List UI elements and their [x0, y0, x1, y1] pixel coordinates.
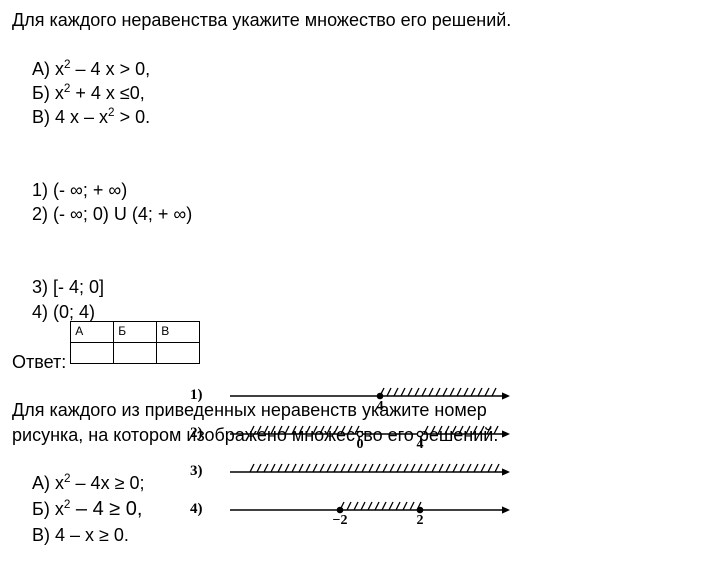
ineq-c: В) 4 x – x2 > 0.: [32, 107, 150, 127]
ineq2-b: Б) x2 – 4 ≥ 0,: [32, 499, 142, 519]
ineq-b: Б) x2 + 4 x ≤0,: [32, 83, 145, 103]
ineq-a: А) х2 – 4 х > 0,: [32, 59, 150, 79]
opt-4: 4) (0; 4): [32, 302, 95, 322]
svg-text:−2: −2: [333, 513, 348, 528]
task1-options-row1: 1) (- ∞; + ∞) 2) (- ∞; 0) U (4; + ∞): [12, 154, 708, 251]
answer-header-b: Б: [114, 321, 157, 342]
figure-row: 2)04: [190, 416, 550, 450]
answer-row: Ответ: А Б В: [12, 350, 708, 374]
opt-3: 3) [- 4; 0]: [32, 277, 104, 297]
answer-cell-c: [157, 342, 200, 363]
opt-1: 1) (- ∞; + ∞): [32, 180, 127, 200]
figure-row: 3): [190, 454, 550, 488]
number-line: −2 2: [220, 492, 520, 526]
ineq2-c: В) 4 – x ≥ 0.: [32, 525, 129, 545]
figure-row-number: 4): [190, 501, 220, 518]
svg-text:4: 4: [417, 437, 424, 452]
number-line: [220, 454, 520, 488]
answer-label: Ответ:: [12, 350, 66, 374]
svg-text:0: 0: [357, 437, 364, 452]
figure-row: 1) 4: [190, 378, 550, 412]
svg-text:4: 4: [377, 399, 384, 414]
figure-row-number: 2): [190, 425, 220, 442]
figure-row-number: 3): [190, 463, 220, 480]
svg-text:2: 2: [417, 513, 424, 528]
answer-header-a: А: [71, 321, 114, 342]
number-line-figure: 1)42)043)4)−22: [190, 374, 550, 530]
task1-prompt: Для каждого неравенства укажите множеств…: [12, 8, 708, 32]
answer-header-c: В: [157, 321, 200, 342]
ineq2-a: А) x2 – 4x ≥ 0;: [32, 473, 144, 493]
task1-inequalities: А) х2 – 4 х > 0, Б) x2 + 4 x ≤0, В) 4 x …: [12, 32, 708, 153]
answer-cell-b: [114, 342, 157, 363]
figure-row: 4) −2 2: [190, 492, 550, 526]
answer-table: А Б В: [70, 321, 200, 364]
opt-2: 2) (- ∞; 0) U (4; + ∞): [32, 204, 192, 224]
number-line: 04: [220, 416, 520, 450]
figure-row-number: 1): [190, 387, 220, 404]
answer-cell-a: [71, 342, 114, 363]
number-line: 4: [220, 378, 520, 412]
